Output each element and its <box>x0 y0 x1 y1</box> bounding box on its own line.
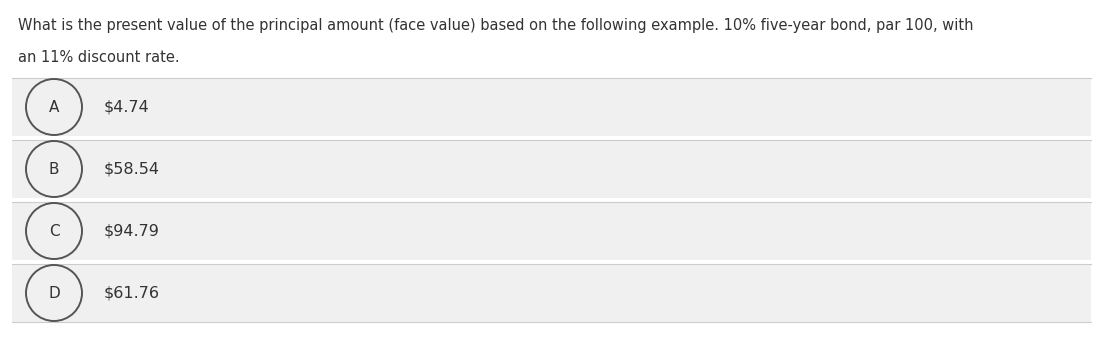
Text: A: A <box>49 99 60 115</box>
Text: What is the present value of the principal amount (face value) based on the foll: What is the present value of the princip… <box>18 18 974 33</box>
Text: $61.76: $61.76 <box>104 286 160 300</box>
FancyBboxPatch shape <box>12 264 1091 322</box>
Text: an 11% discount rate.: an 11% discount rate. <box>18 50 180 65</box>
Text: C: C <box>49 224 60 238</box>
Text: B: B <box>49 161 60 177</box>
FancyBboxPatch shape <box>12 202 1091 260</box>
Text: D: D <box>49 286 60 300</box>
Text: $4.74: $4.74 <box>104 99 150 115</box>
FancyBboxPatch shape <box>12 78 1091 136</box>
FancyBboxPatch shape <box>12 140 1091 198</box>
Text: $58.54: $58.54 <box>104 161 160 177</box>
Text: $94.79: $94.79 <box>104 224 160 238</box>
